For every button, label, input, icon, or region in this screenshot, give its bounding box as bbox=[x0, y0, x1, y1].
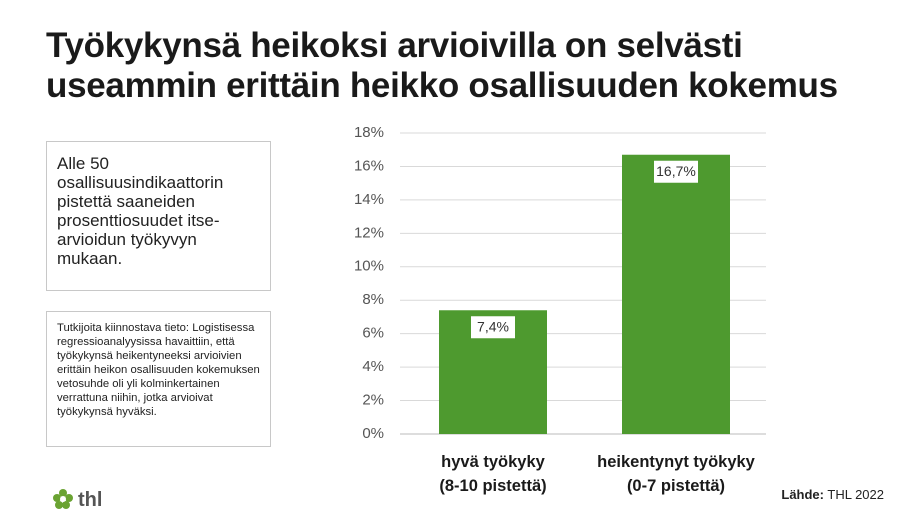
y-tick-label: 16% bbox=[354, 157, 384, 174]
value-label: 16,7% bbox=[656, 163, 696, 179]
logo: thl bbox=[52, 487, 122, 517]
value-label-bg bbox=[471, 316, 515, 339]
y-tick-label: 0% bbox=[362, 425, 384, 442]
y-tick-label: 10% bbox=[354, 258, 384, 275]
note-box: Tutkijoita kiinnostava tieto: Logistises… bbox=[46, 311, 271, 447]
slide-title: Työkykynsä heikoksi arvioivilla on selvä… bbox=[46, 26, 838, 105]
logo-icon bbox=[53, 489, 73, 509]
y-tick-label: 4% bbox=[362, 358, 384, 375]
bar bbox=[622, 154, 730, 434]
value-label: 7,4% bbox=[477, 318, 509, 334]
source-text: THL 2022 bbox=[827, 487, 884, 502]
y-tick-label: 8% bbox=[362, 291, 384, 308]
x-tick-label: hyvä työkyky (8-10 pistettä) bbox=[439, 453, 547, 495]
y-tick-label: 18% bbox=[354, 124, 384, 141]
value-label-bg bbox=[654, 160, 698, 183]
logo-text: thl bbox=[78, 489, 102, 511]
description-box: Alle 50 osallisuusindikaattorin pistettä… bbox=[46, 141, 271, 291]
y-tick-label: 12% bbox=[354, 224, 384, 241]
x-tick-label: heikentynyt työkyky (0-7 pistettä) bbox=[597, 453, 755, 495]
y-tick-label: 6% bbox=[362, 325, 384, 342]
source: Lähde: THL 2022 bbox=[781, 487, 884, 502]
y-tick-label: 14% bbox=[354, 191, 384, 208]
logo-graphic: thl bbox=[53, 489, 102, 511]
source-label: Lähde: bbox=[781, 487, 824, 502]
y-tick-label: 2% bbox=[362, 392, 384, 409]
